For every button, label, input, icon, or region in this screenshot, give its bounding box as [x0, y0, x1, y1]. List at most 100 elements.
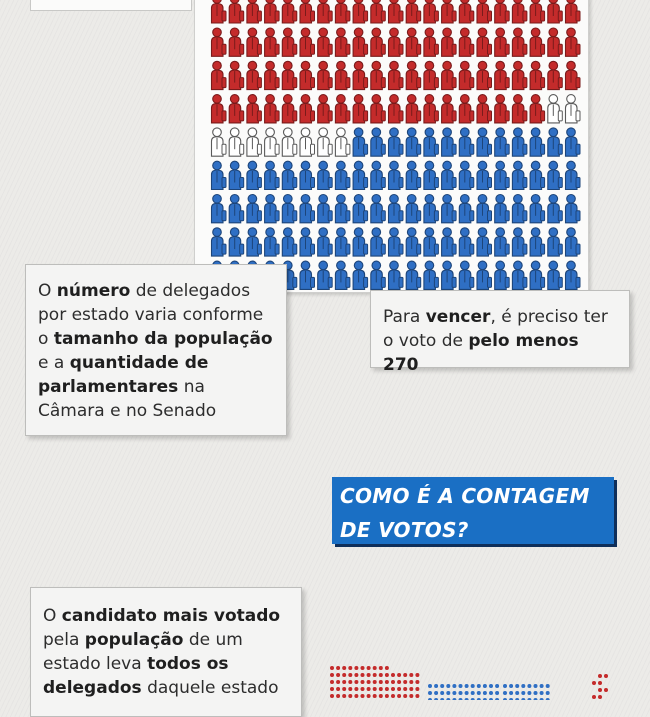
red-state-dot [415, 694, 420, 698]
delegate-figure-icon [317, 193, 333, 224]
red-state-dot [342, 694, 347, 698]
delegate-figure-icon [246, 60, 262, 91]
delegate-figure-icon [352, 27, 369, 57]
delegate-figure-icon [299, 27, 315, 57]
delegate-figure-icon [494, 193, 510, 224]
delegate-figure-icon [458, 127, 475, 157]
red-state-dot [604, 674, 608, 678]
delegate-figure-icon [423, 60, 439, 91]
red-state-dot [391, 680, 395, 684]
red-state-dot [409, 680, 414, 684]
delegate-figure-icon [423, 227, 439, 257]
delegate-figure-icon [529, 160, 546, 191]
red-state-dot [592, 695, 596, 699]
blue-state-dot [476, 684, 481, 688]
delegate-figure-icon [334, 227, 351, 257]
delegate-figure-icon [387, 193, 404, 224]
delegate-figure-icon [405, 94, 422, 124]
delegate-figure-icon [210, 193, 227, 224]
delegate-figure-icon [264, 160, 280, 191]
delegate-figure-icon [370, 193, 386, 224]
delegate-figure-icon [476, 94, 492, 124]
blue-state-dot [545, 691, 550, 695]
delegate-figure-icon [264, 127, 280, 157]
delegate-figure-icon [529, 27, 546, 57]
delegate-figure-icon [547, 94, 563, 124]
blue-state-dot [470, 691, 475, 695]
delegate-figure-icon [317, 60, 333, 91]
delegate-figure-icon [441, 0, 457, 24]
blue-state-dot [476, 691, 481, 695]
delegate-figure-icon [423, 193, 439, 224]
blue-state-dot [464, 684, 469, 688]
delegate-figure-icon [441, 127, 457, 157]
blue-state-dot [428, 691, 432, 695]
blue-state-dot [440, 684, 445, 688]
top-left-frame [30, 0, 192, 11]
delegate-figure-icon [228, 127, 245, 157]
delegate-figure-icon [299, 60, 315, 91]
delegate-figure-icon [476, 160, 492, 191]
red-state-dot [415, 680, 420, 684]
delegate-figure-icon [529, 60, 546, 91]
delegate-figure-icon [370, 27, 386, 57]
blue-state-dot [509, 691, 514, 695]
delegate-figure-icon [281, 60, 298, 91]
red-state-dot [397, 673, 402, 677]
delegate-figure-icon [334, 60, 351, 91]
delegate-figure-icon [352, 94, 369, 124]
delegate-figure-icon [511, 27, 528, 57]
delegate-figure-icon [511, 0, 528, 24]
population-note: O número de delegados por estado varia c… [25, 264, 287, 436]
red-state-dot [409, 694, 414, 698]
delegate-figure-icon [405, 160, 422, 191]
delegate-figure-icon [441, 193, 457, 224]
delegate-figure-icon [281, 227, 298, 257]
blue-state-dot [495, 691, 500, 695]
red-state-dot [384, 680, 389, 684]
red-state-dot [366, 687, 371, 691]
red-state-dot [378, 694, 383, 698]
red-state-dot [348, 687, 353, 691]
delegate-figure-icon [210, 227, 227, 257]
delegate-figure-icon [387, 127, 404, 157]
delegate-figure-icon [281, 193, 298, 224]
red-state-dot [598, 688, 602, 692]
delegate-figure-icon [458, 260, 475, 290]
delegate-figure-icon [494, 260, 510, 290]
delegate-figure-icon [317, 0, 333, 24]
delegate-figure-icon [476, 260, 492, 290]
delegate-figure-icon [564, 127, 581, 157]
delegate-figure-icon [511, 193, 528, 224]
delegate-figure-icon [476, 0, 492, 24]
blue-state-dot [533, 684, 538, 688]
red-state-dot [384, 673, 389, 677]
red-state-dot [366, 680, 371, 684]
blue-state-dot [545, 684, 550, 688]
delegate-figure-icon [246, 0, 262, 24]
blue-state-dot [521, 684, 526, 688]
delegate-figure-icon [547, 260, 563, 290]
blue-state-dot [539, 691, 544, 695]
delegate-figure-icon [564, 160, 581, 191]
delegate-figure-icon [458, 27, 475, 57]
delegate-figure-icon [547, 127, 563, 157]
delegate-figure-icon [370, 94, 386, 124]
red-state-dot [403, 673, 408, 677]
delegate-figure-icon [564, 0, 581, 24]
delegate-figure-icon [564, 60, 581, 91]
win-note: Para vencer, é preciso ter o voto de pel… [370, 290, 630, 375]
delegate-figure-icon [299, 193, 315, 224]
delegate-grid [210, 0, 581, 290]
red-state-dot [391, 673, 395, 677]
delegate-figure-icon [529, 94, 546, 124]
blue-state-dot [489, 684, 493, 688]
delegate-figure-icon [334, 94, 351, 124]
blue-state-dot [434, 684, 439, 688]
delegate-figure-icon [458, 160, 475, 191]
red-state-dot [378, 680, 383, 684]
delegate-figure-icon [511, 260, 528, 290]
delegate-figure-icon [264, 27, 280, 57]
delegate-figure-icon [494, 60, 510, 91]
delegate-figure-icon [458, 0, 475, 24]
